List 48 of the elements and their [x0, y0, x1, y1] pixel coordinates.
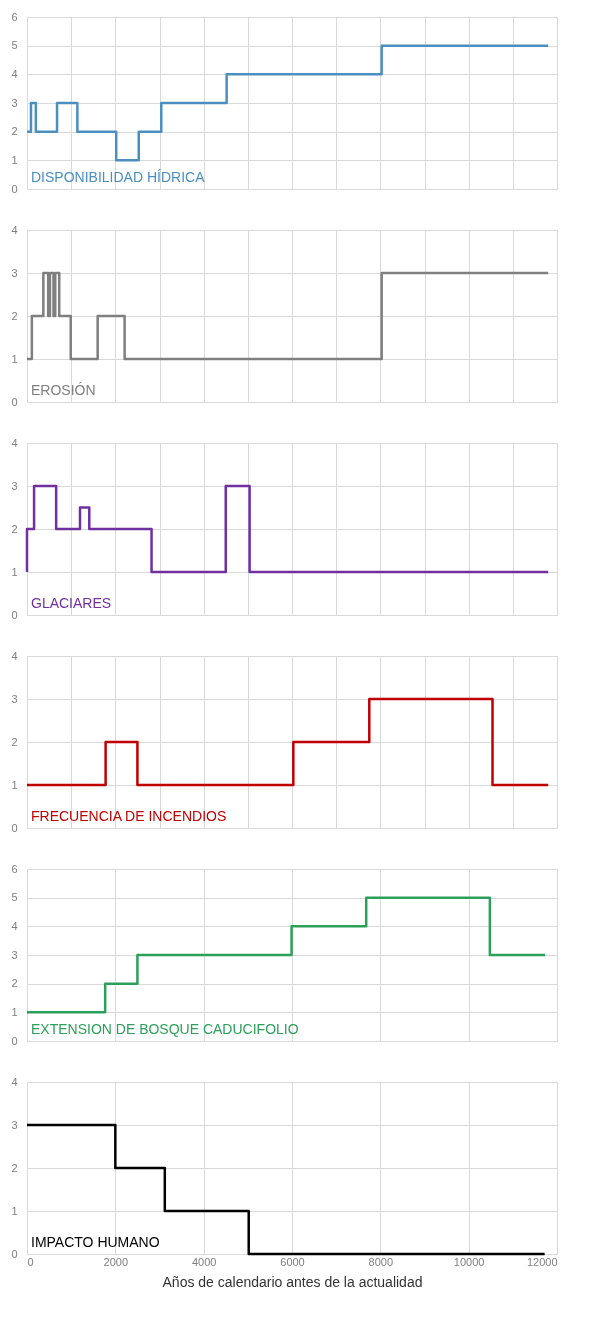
y-tick-label: 2: [11, 735, 18, 748]
series-label: EXTENSION DE BOSQUE CADUCIFOLIO: [31, 1021, 299, 1037]
y-tick-label: 5: [11, 891, 18, 904]
y-tick-label: 4: [11, 1075, 18, 1088]
y-tick-label: 0: [11, 395, 18, 408]
y-tick-label: 3: [11, 948, 18, 961]
y-tick-label: 1: [11, 1204, 18, 1217]
series-label: IMPACTO HUMANO: [31, 1234, 160, 1250]
x-tick-label: 10000: [453, 1255, 485, 1268]
y-tick-label: 0: [11, 1034, 18, 1047]
y-tick-label: 3: [11, 1118, 18, 1131]
series-label: DISPONIBILIDAD HÍDRICA: [31, 169, 206, 185]
y-tick-label: 2: [11, 1161, 18, 1174]
series-label: EROSIÓN: [31, 382, 96, 398]
y-tick-label: 2: [11, 309, 18, 322]
series-label: FRECUENCIA DE INCENDIOS: [31, 808, 227, 824]
y-tick-label: 1: [11, 565, 18, 578]
y-tick-label: 0: [11, 821, 18, 834]
series-label: GLACIARES: [31, 595, 112, 611]
y-tick-label: 3: [11, 692, 18, 705]
y-tick-label: 4: [11, 223, 18, 236]
y-tick-label: 6: [11, 10, 18, 23]
y-tick-label: 4: [11, 67, 18, 80]
x-tick-label: 2000: [103, 1255, 129, 1268]
y-tick-label: 4: [11, 436, 18, 449]
y-tick-label: 3: [11, 266, 18, 279]
y-tick-label: 1: [11, 153, 18, 166]
x-tick-label: 12000: [526, 1255, 558, 1268]
x-tick-label: 0: [27, 1255, 34, 1268]
y-tick-label: 1: [11, 1005, 18, 1018]
y-tick-label: 2: [11, 977, 18, 990]
x-tick-label: 4000: [191, 1255, 217, 1268]
y-tick-label: 0: [11, 608, 18, 621]
y-tick-label: 2: [11, 125, 18, 138]
y-tick-label: 2: [11, 522, 18, 535]
x-tick-label: 6000: [280, 1255, 305, 1268]
y-tick-label: 1: [11, 352, 18, 365]
y-tick-label: 0: [11, 1247, 18, 1260]
x-tick-label: 8000: [368, 1255, 394, 1268]
x-axis-title: Años de calendario antes de la actualidad: [162, 1273, 423, 1290]
y-tick-label: 4: [11, 649, 18, 662]
y-tick-label: 6: [11, 862, 18, 875]
y-tick-label: 1: [11, 778, 18, 791]
y-tick-label: 5: [11, 39, 18, 52]
y-tick-label: 3: [11, 479, 18, 492]
y-tick-label: 4: [11, 919, 18, 932]
y-tick-label: 3: [11, 96, 18, 109]
y-tick-label: 0: [11, 182, 18, 195]
